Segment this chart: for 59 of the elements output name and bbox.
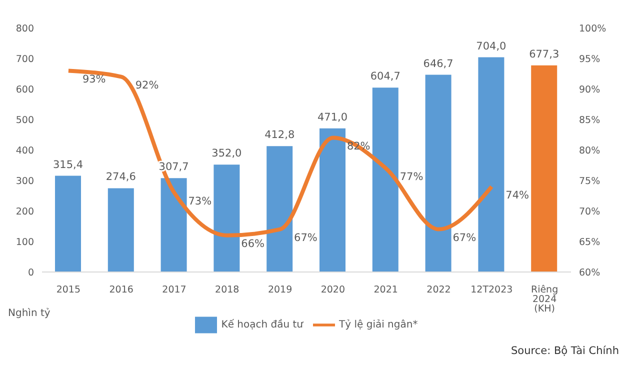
data-label: 274,6 bbox=[106, 171, 136, 184]
data-label: 66% bbox=[241, 238, 265, 250]
bar bbox=[372, 88, 398, 272]
y-tick-label: 100 bbox=[16, 236, 34, 248]
y2-tick-label: 70% bbox=[579, 206, 600, 218]
y-tick-label: 800 bbox=[16, 23, 34, 34]
data-label: 67% bbox=[294, 232, 318, 244]
x-tick-label: Riêng 2024 (KH) bbox=[530, 284, 558, 315]
data-label: 93% bbox=[82, 73, 106, 86]
data-label: 352,0 bbox=[212, 148, 242, 160]
data-label: 315,4 bbox=[52, 158, 84, 171]
data-label: 92% bbox=[135, 80, 159, 92]
data-label: 73% bbox=[188, 195, 212, 208]
data-label: 646,7 bbox=[423, 58, 454, 70]
y-tick-label: 200 bbox=[16, 206, 34, 218]
bar bbox=[108, 188, 134, 272]
bar bbox=[160, 178, 187, 272]
bar bbox=[266, 146, 293, 272]
y2-tick-label: 95% bbox=[579, 54, 600, 65]
y2-tick-label: 90% bbox=[579, 84, 600, 96]
x-tick-label: 12T2023 bbox=[470, 284, 513, 296]
x-tick-label: 2016 bbox=[109, 284, 134, 296]
x-tick-label: 2020 bbox=[320, 284, 346, 296]
data-label: 677,3 bbox=[529, 48, 560, 60]
y-tick-label: 300 bbox=[16, 176, 34, 187]
y-tick-label: 0 bbox=[28, 267, 34, 278]
bar bbox=[425, 74, 452, 272]
data-label: 604,7 bbox=[370, 70, 400, 83]
bar bbox=[531, 65, 558, 272]
data-label: 471,0 bbox=[317, 111, 348, 124]
x-tick-label: 2015 bbox=[56, 284, 81, 296]
x-tick-label: 2018 bbox=[215, 284, 240, 296]
x-tick-label: 2021 bbox=[374, 284, 398, 296]
bar bbox=[214, 164, 240, 272]
y2-tick-label: 65% bbox=[579, 236, 600, 248]
data-label: 77% bbox=[400, 171, 424, 184]
legend-label: Tỷ lệ giải ngân* bbox=[339, 320, 418, 331]
y2-tick-label: 100% bbox=[579, 23, 606, 34]
y-axis-title: Nghìn tỷ bbox=[8, 308, 50, 319]
y-tick-label: 500 bbox=[16, 114, 34, 126]
y2-tick-label: 85% bbox=[579, 114, 600, 126]
bar bbox=[55, 176, 81, 272]
y2-tick-label: 60% bbox=[579, 267, 600, 278]
bar bbox=[320, 128, 346, 272]
y-tick-label: 600 bbox=[16, 84, 34, 96]
y2-tick-label: 75% bbox=[579, 176, 600, 187]
data-label: 704,0 bbox=[476, 40, 506, 52]
y-tick-label: 400 bbox=[16, 145, 34, 156]
x-tick-label: 2022 bbox=[426, 284, 451, 296]
y-tick-label: 700 bbox=[16, 54, 34, 65]
y2-tick-label: 80% bbox=[579, 145, 600, 156]
legend-label: Kế hoạch đầu tư bbox=[221, 320, 304, 331]
x-tick-label: 2017 bbox=[162, 284, 186, 296]
data-label: 67% bbox=[452, 232, 476, 244]
bar bbox=[478, 57, 504, 272]
x-tick-label: 2019 bbox=[268, 284, 292, 296]
source-note: Source: Bộ Tài Chính bbox=[511, 345, 619, 357]
data-label: 412,8 bbox=[264, 129, 295, 142]
data-label: 74% bbox=[506, 189, 530, 202]
